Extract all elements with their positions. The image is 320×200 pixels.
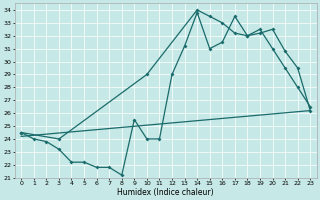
X-axis label: Humidex (Indice chaleur): Humidex (Indice chaleur) (117, 188, 214, 197)
